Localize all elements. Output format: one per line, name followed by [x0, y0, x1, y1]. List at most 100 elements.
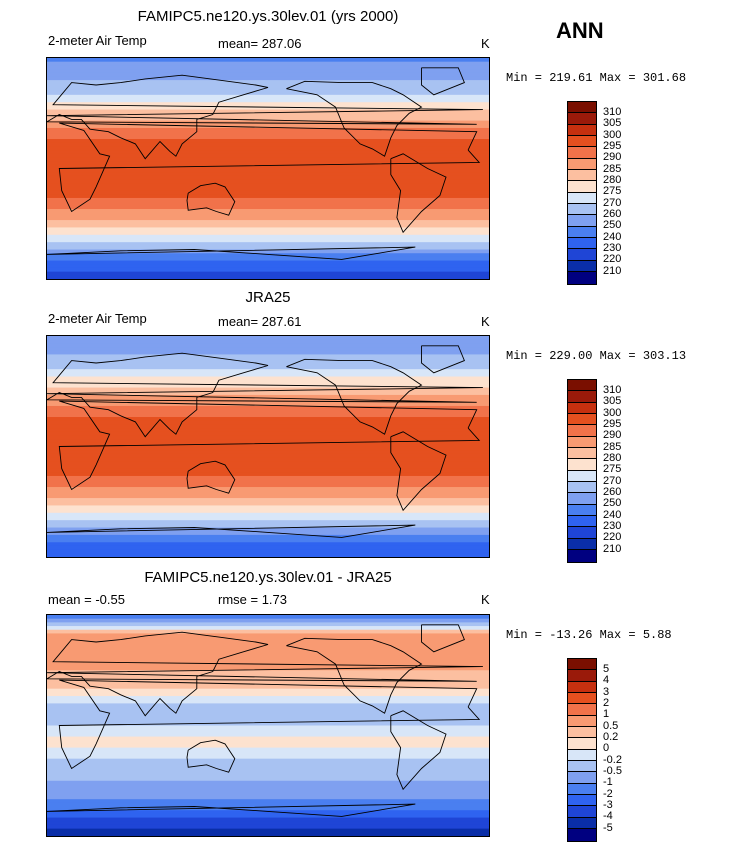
map-lat-band — [47, 743, 489, 749]
map-lat-band — [47, 549, 489, 554]
colorbar-tick-label: 230 — [603, 242, 622, 255]
map-lat-band — [47, 729, 489, 734]
map-lat-band — [47, 655, 489, 660]
map-lat-band — [47, 194, 489, 199]
colorbar-swatch — [568, 402, 596, 415]
map-coastline — [58, 679, 481, 770]
map-lat-band — [47, 475, 489, 481]
colorbar-swatch — [568, 538, 596, 551]
colorbar-swatch — [568, 272, 596, 284]
map-lat-band — [47, 413, 489, 418]
map-lat-band — [47, 773, 489, 778]
map-lat-band — [47, 245, 489, 251]
colorbar-tick-label: 310 — [603, 383, 622, 396]
map-lat-band — [47, 409, 489, 414]
map-lat-band — [47, 817, 489, 822]
colorbar-tick-label: 230 — [603, 520, 622, 533]
map-lat-band — [47, 417, 489, 422]
map-coastline — [47, 74, 483, 160]
map-lat-band — [47, 516, 489, 521]
map-lat-band — [47, 186, 489, 192]
panel-3-map — [46, 614, 490, 837]
map-lat-band — [47, 249, 489, 254]
map-lat-band — [47, 633, 489, 638]
map-lat-band — [47, 72, 489, 78]
map-lat-band — [47, 802, 489, 808]
map-lat-band — [47, 453, 489, 459]
map-lat-band — [47, 450, 489, 455]
map-lat-band — [47, 150, 489, 155]
map-lat-band — [47, 442, 489, 448]
colorbar-tick-label: -1 — [603, 776, 613, 789]
map-lat-band — [47, 487, 489, 492]
colorbar-swatch — [568, 158, 596, 171]
panel-3-mean: mean = -0.55 — [48, 592, 125, 607]
map-lat-band — [47, 725, 489, 730]
colorbar-swatch — [568, 136, 596, 148]
map-lat-band — [47, 234, 489, 240]
map-lat-band — [47, 769, 489, 774]
colorbar-swatch — [568, 215, 596, 227]
map-lat-band — [47, 707, 489, 712]
map-lat-band — [47, 175, 489, 181]
map-lat-band — [47, 461, 489, 466]
season-label: ANN — [556, 18, 604, 43]
colorbar-tick-label: 300 — [603, 406, 622, 419]
colorbar-tick-label: 250 — [603, 219, 622, 232]
map-lat-band — [47, 212, 489, 217]
panel-2-units: K — [481, 314, 490, 329]
colorbar-tick-label: 295 — [603, 139, 622, 152]
map-lat-band — [47, 479, 489, 484]
map-lat-band — [47, 164, 489, 170]
map-lat-band — [47, 505, 489, 510]
map-lat-band — [47, 264, 489, 269]
colorbar-tick-label: -5 — [603, 821, 613, 834]
map-lat-band — [47, 387, 489, 392]
map-lat-band — [47, 205, 489, 210]
colorbar-swatch — [568, 659, 596, 671]
map-coastline — [286, 637, 423, 714]
map-lat-band — [47, 439, 489, 444]
map-lat-band — [47, 354, 489, 359]
map-lat-band — [47, 69, 489, 74]
panel-1-variable: 2-meter Air Temp — [48, 33, 147, 48]
map-lat-band — [47, 179, 489, 184]
map-lat-band — [47, 626, 489, 631]
map-lat-band — [47, 139, 489, 144]
map-coastline — [186, 739, 236, 773]
map-lat-band — [47, 670, 489, 675]
colorbar-swatch — [568, 192, 596, 205]
map-lat-band — [47, 498, 489, 503]
colorbar-tick-label: 0.2 — [603, 730, 619, 743]
map-lat-band — [47, 788, 489, 793]
map-lat-band — [47, 350, 489, 356]
colorbar-tick-label: 210 — [603, 542, 622, 555]
map-lat-band — [47, 740, 489, 745]
map-lat-band — [47, 65, 489, 70]
map-lat-band — [47, 622, 489, 627]
colorbar-tick-label: 300 — [603, 128, 622, 141]
map-lat-band — [47, 509, 489, 514]
colorbar-tick-label: 4 — [603, 674, 610, 687]
map-lat-band — [47, 361, 489, 367]
colorbar-tick-label: -2 — [603, 787, 613, 800]
colorbar-tick-label: 270 — [603, 196, 622, 209]
map-lat-band — [47, 629, 489, 635]
map-lat-band — [47, 531, 489, 536]
map-coastline — [186, 460, 236, 494]
map-coastline — [47, 352, 483, 438]
colorbar-swatch — [568, 783, 596, 796]
colorbar-tick-label: 290 — [603, 151, 622, 164]
colorbar-swatch — [568, 772, 596, 784]
map-lat-band — [47, 242, 489, 247]
map-lat-band — [47, 637, 489, 642]
map-lat-band — [47, 490, 489, 495]
map-lat-band — [47, 343, 489, 348]
map-lat-band — [47, 542, 489, 547]
map-lat-band — [47, 102, 489, 107]
map-lat-band — [47, 339, 489, 344]
map-lat-band — [47, 124, 489, 129]
map-lat-band — [47, 420, 489, 425]
colorbar-tick-label: -4 — [603, 810, 613, 823]
map-lat-band — [47, 553, 489, 557]
